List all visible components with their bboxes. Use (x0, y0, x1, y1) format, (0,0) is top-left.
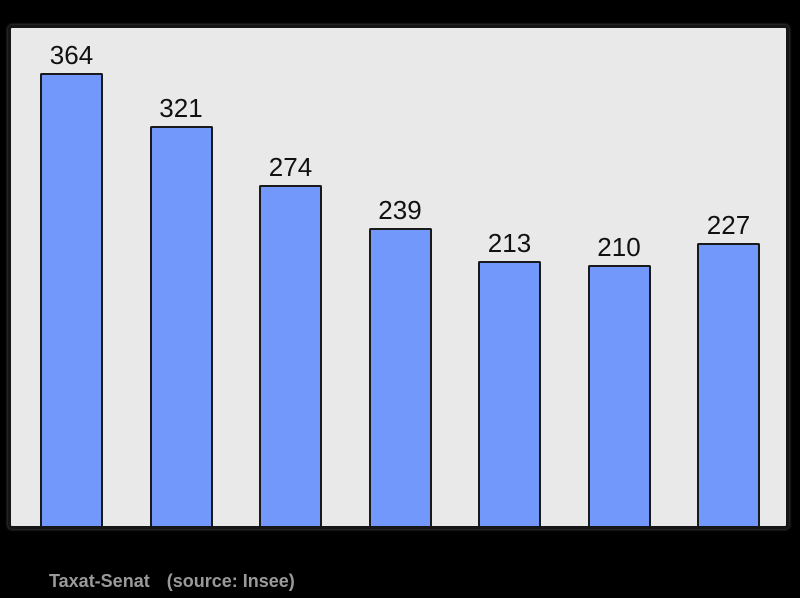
bar: 239 (368, 197, 432, 526)
caption-place: Taxat-Senat (49, 571, 150, 591)
bar-value-label: 364 (49, 39, 94, 70)
bar-value-label: 213 (487, 227, 532, 258)
bar-value-label: 227 (706, 210, 751, 241)
chart-frame: 364 321 274 239 213 210 227 (8, 25, 789, 529)
bar: 227 (697, 212, 760, 526)
bar: 274 (259, 154, 322, 526)
caption-source: (source: Insee) (166, 571, 295, 591)
bar-value-label: 210 (597, 231, 641, 262)
bar-value-label: 321 (159, 93, 203, 124)
bar-value-label: 239 (378, 195, 422, 226)
bar: 321 (149, 95, 213, 526)
caption: Taxat-Senat (source: Insee) (49, 571, 295, 592)
bar-value-label: 274 (268, 151, 313, 182)
plot-area: 364 321 274 239 213 210 227 (11, 28, 786, 526)
bar: 210 (587, 234, 651, 526)
bar: 213 (478, 230, 541, 526)
bar: 364 (40, 42, 103, 526)
